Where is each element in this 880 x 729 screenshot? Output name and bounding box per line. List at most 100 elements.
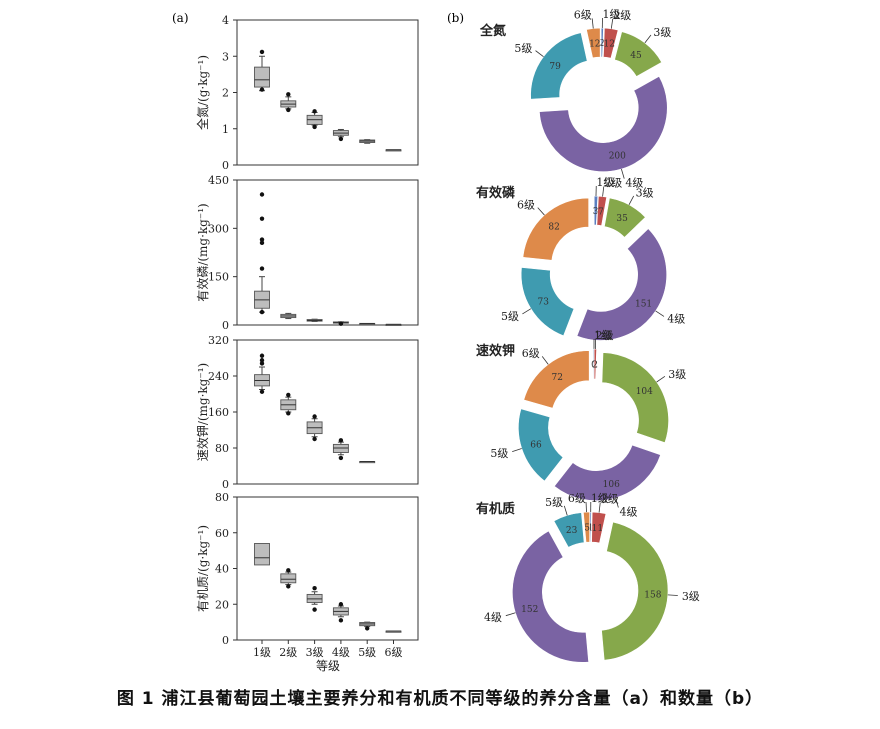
slice-category-label: 3级 [682,590,700,603]
slice-leader-line [522,309,531,314]
x-tick-label: 2级 [279,646,297,659]
slice-leader-line [629,196,634,205]
slice-leader-line [512,448,522,451]
box-3级 [307,414,322,441]
slice-leader-line [592,18,593,28]
y-tick-label: 80 [215,442,229,455]
box-1级 [255,354,270,394]
donut-title: 有效磷 [476,185,516,201]
slice-category-label: 2级 [601,493,619,506]
slice-category-label: 6级 [568,492,586,505]
slice-value-label: 79 [549,62,561,72]
donut-slice-4级: 1514级 [577,229,685,341]
box-6级 [386,631,401,632]
slice-value-label: 66 [530,440,542,450]
panel-b-label: (b) [447,11,464,25]
y-tick-label: 450 [208,174,229,187]
slice-category-label: 5级 [514,42,532,55]
box-1级 [255,50,270,92]
donut-chart-4: 有机质11级112级158 3级1524级235级56级 [476,492,700,662]
y-tick-label: 80 [215,491,229,504]
donut-slice-6级: 72 6级 [522,347,589,408]
outlier-point [260,216,264,220]
slice-leader-line [668,595,678,596]
slice-category-label: 3级 [668,368,686,381]
box-1级 [255,192,270,314]
box-2级 [281,313,296,318]
outlier-point [339,137,343,141]
box-1级 [255,543,270,564]
slice-category-label: 2级 [596,329,614,342]
donut-slice-5级: 79 5级 [514,33,587,100]
outlier-point [286,411,290,415]
box-2级 [281,393,296,416]
outlier-point [312,607,316,611]
y-tick-label: 20 [215,598,229,611]
donut-slice-5级: 73 5级 [501,267,574,335]
y-tick-label: 2 [222,87,229,100]
slice-category-label: 5级 [545,496,563,509]
outlier-point [286,92,290,96]
outlier-point [312,414,316,418]
slice-category-label: 6级 [522,347,540,360]
y-tick-label: 160 [208,406,229,419]
donut-slice-arc [577,229,667,341]
y-tick-label: 0 [222,478,229,491]
slice-value-label: 152 [521,605,538,615]
outlier-point [260,50,264,54]
panel-a-label: (a) [172,11,189,25]
outlier-point [286,584,290,588]
outlier-point [312,109,316,113]
outlier-point [286,568,290,572]
box-6级 [386,324,401,325]
plot-frame [237,20,418,165]
outlier-point [260,310,264,314]
slice-category-label: 5级 [490,447,508,460]
outlier-point [365,626,369,630]
figure-caption: 图 1 浦江县葡萄园土壤主要养分和有机质不同等级的养分含量（a）和数量（b） [0,684,880,709]
y-axis-label: 全氮/(g·kg⁻¹) [195,55,210,130]
donut-slice-4级: 152 4级 [484,531,589,662]
donut-chart-1: 全氮 2 1级 12 2级 45 3级 200 4级 79 5级 12 6级 [479,8,671,189]
outlier-point [339,602,343,606]
box-iqr [255,543,270,564]
slice-value-label: 23 [566,526,578,536]
boxplot-panel-1: 01234全氮/(g·kg⁻¹) [195,14,418,172]
box-3级 [307,109,322,129]
boxplot-panel-2: 0150300450有效磷/(mg·kg⁻¹) [195,174,418,332]
donut-slice-4级: 106 4级 [554,445,660,518]
y-tick-label: 40 [215,563,229,576]
outlier-point [339,456,343,460]
outlier-point [286,393,290,397]
slice-category-label: 2级 [604,177,622,190]
box-2级 [281,92,296,112]
y-tick-label: 3 [222,50,229,63]
y-axis-label: 速效钾/(mg·kg⁻¹) [195,363,210,461]
donut-slice-3级: 158 3级 [602,522,700,660]
outlier-point [260,361,264,365]
outlier-point [312,586,316,590]
slice-value-label: 7 [598,207,604,217]
donut-slice-3级: 353级 [604,186,653,237]
plot-frame [237,497,418,640]
donut-title: 速效钾 [476,343,515,359]
outlier-point [312,125,316,129]
outlier-point [260,192,264,196]
y-tick-label: 240 [208,370,229,383]
y-tick-label: 300 [208,222,229,235]
slice-value-label: 5 [584,524,590,534]
slice-value-label: 200 [609,152,626,162]
outlier-point [286,108,290,112]
y-axis-label: 有效磷/(mg·kg⁻¹) [195,203,210,301]
box-6级 [386,150,401,151]
boxplot-panels: 01234全氮/(g·kg⁻¹)0150300450有效磷/(mg·kg⁻¹)0… [195,14,418,673]
box-5级 [360,140,375,144]
donut-title: 全氮 [479,23,506,39]
slice-category-label: 4级 [484,611,502,624]
box-2级 [281,568,296,588]
y-tick-label: 150 [208,271,229,284]
box-iqr [255,67,270,87]
y-tick-label: 0 [222,634,229,647]
slice-category-label: 4级 [667,313,685,326]
